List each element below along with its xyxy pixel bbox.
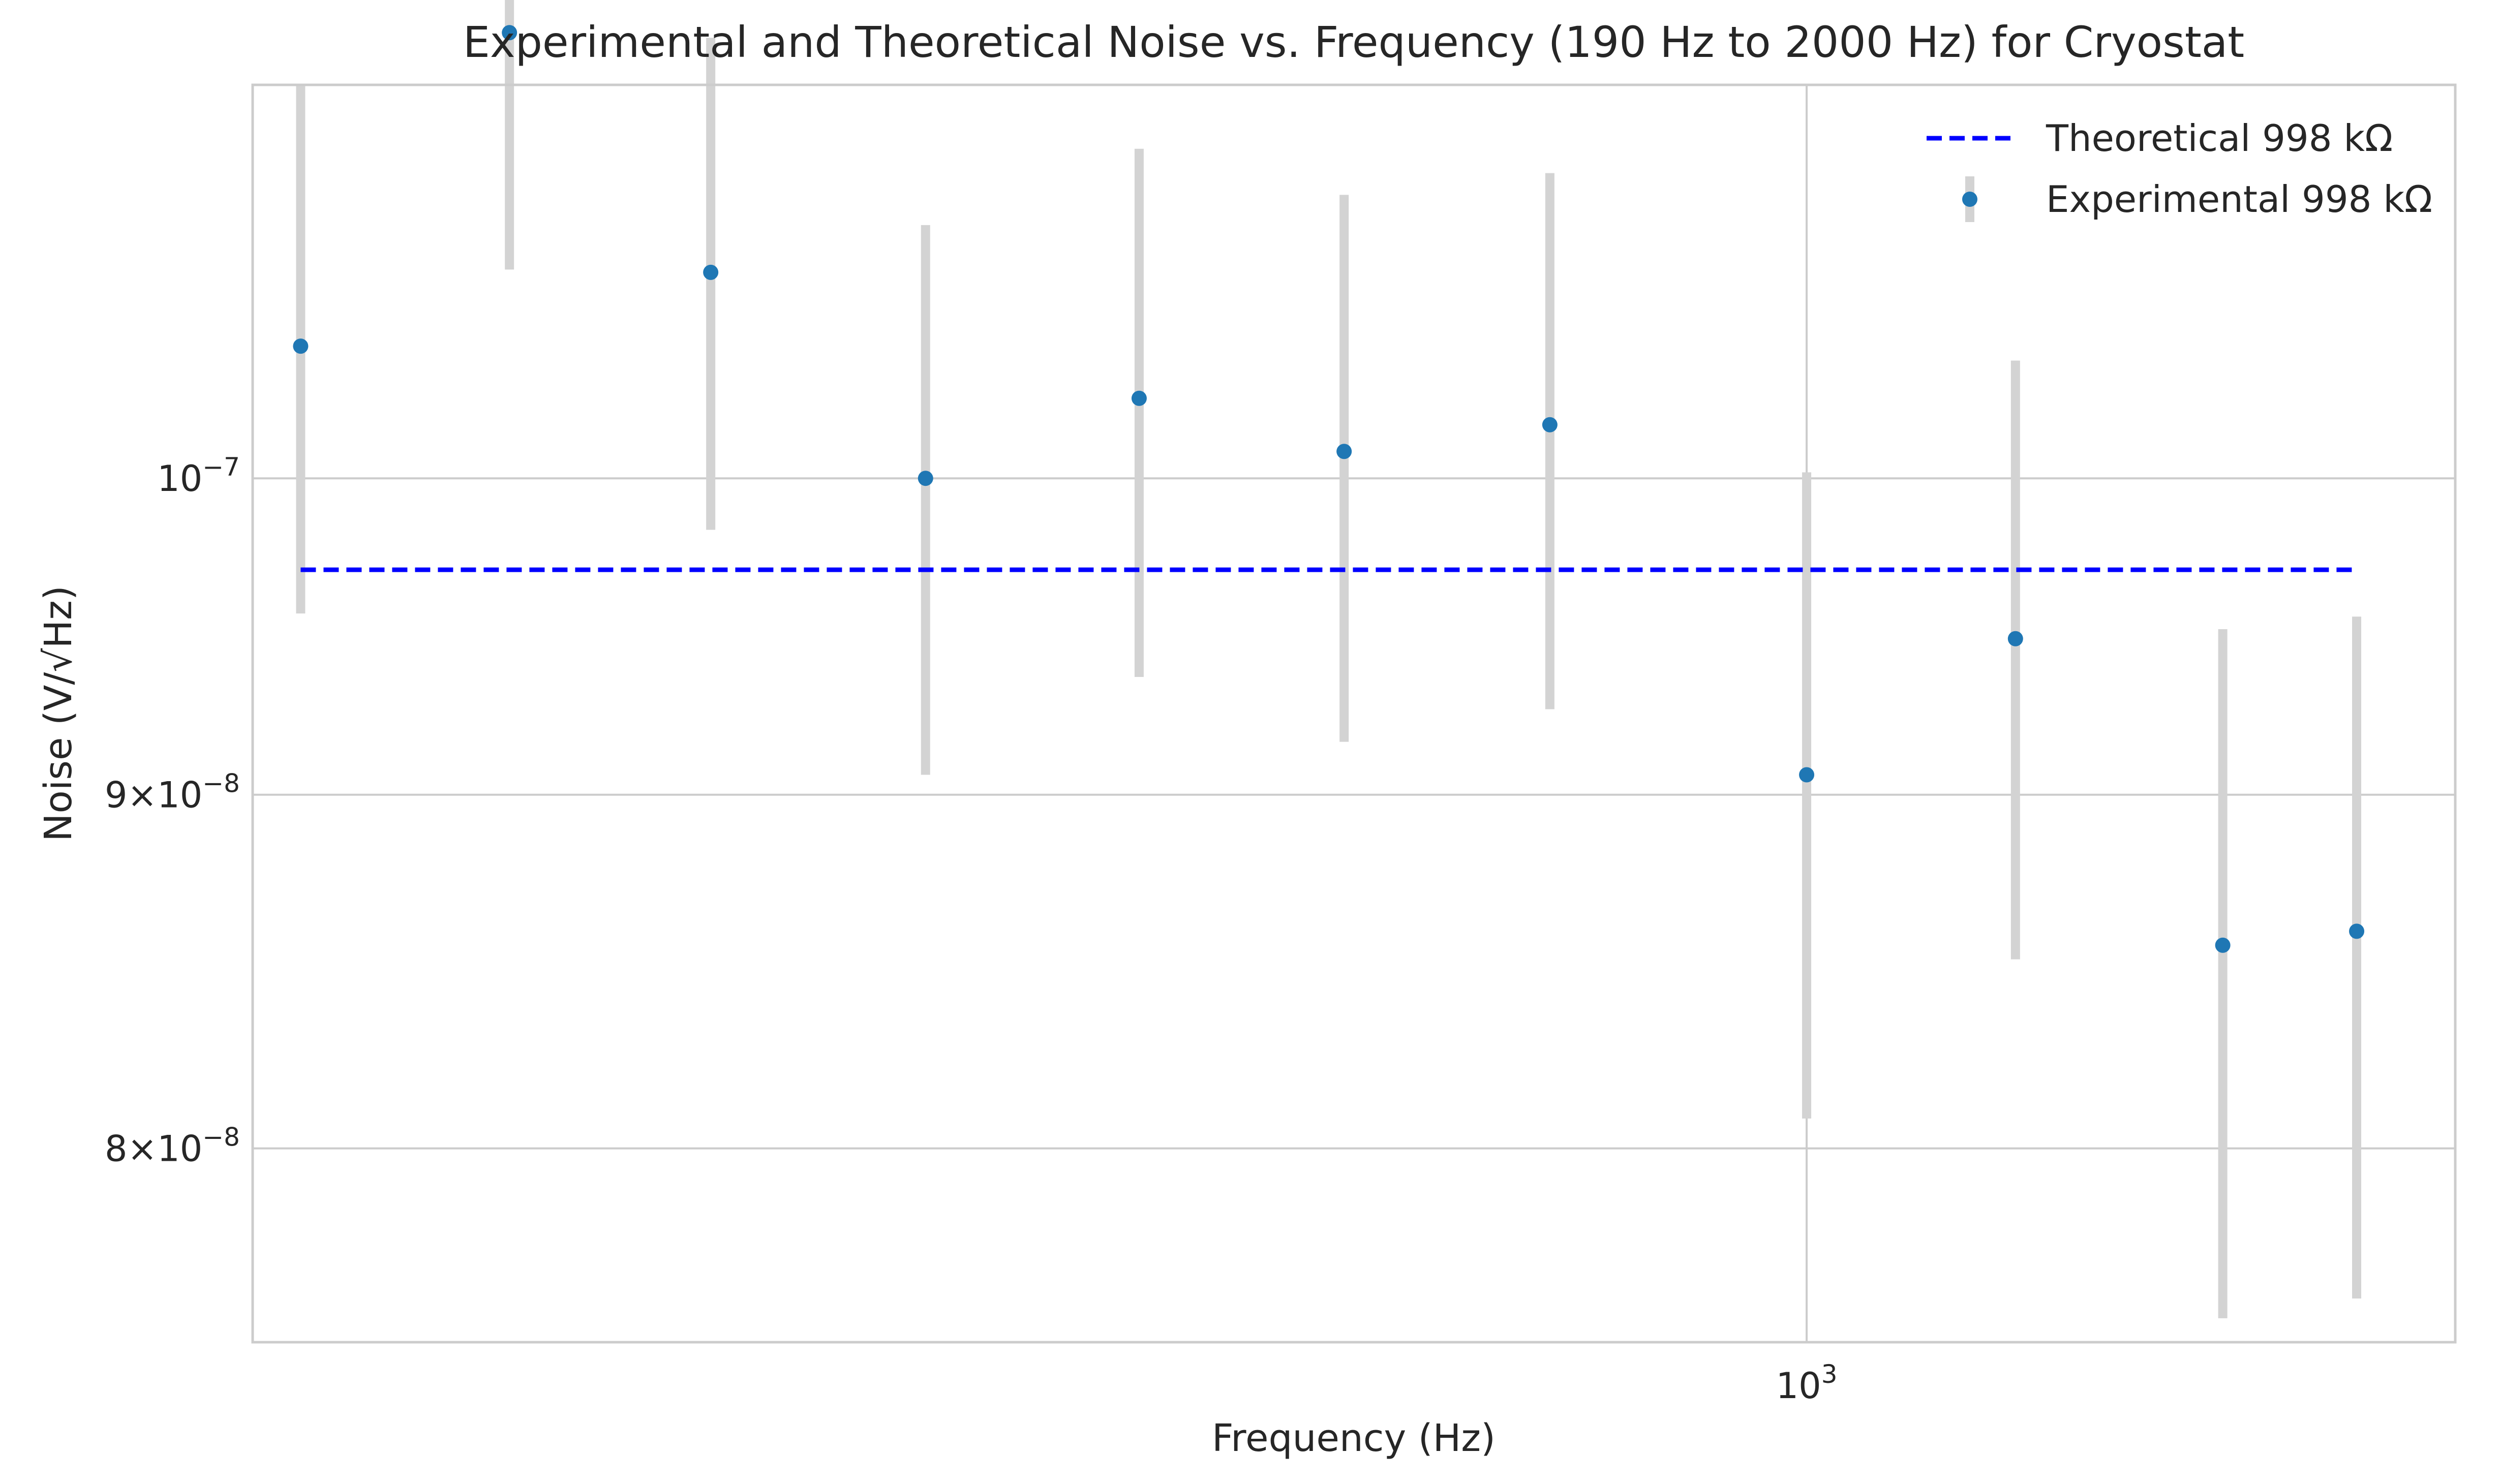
legend-experimental-label: Experimental 998 kΩ: [2046, 178, 2432, 221]
y-axis-label: Noise (V/√Hz): [37, 585, 80, 842]
data-point-1: [502, 25, 517, 41]
data-point-2: [703, 264, 719, 280]
gridlines: [253, 85, 2455, 1342]
data-point-5: [1336, 444, 1352, 459]
chart-title: Experimental and Theoretical Noise vs. F…: [463, 17, 2244, 67]
y-tick-label-1: 9×10−8: [105, 769, 240, 816]
experimental-points: [293, 25, 2365, 953]
y-tick-label-0: 10−7: [157, 452, 240, 500]
data-point-10: [2349, 923, 2365, 939]
y-tick-label-2: 8×10−8: [105, 1123, 240, 1170]
data-point-0: [293, 338, 309, 354]
data-point-9: [2215, 937, 2231, 953]
plot-area: [253, 85, 2455, 1342]
data-point-8: [2007, 631, 2023, 646]
data-point-4: [1131, 390, 1147, 406]
legend-theoretical-label: Theoretical 998 kΩ: [2046, 117, 2393, 160]
legend-experimental-marker: [1962, 192, 1977, 207]
x-axis-label: Frequency (Hz): [1212, 1416, 1496, 1460]
x-tick-label-0: 103: [1776, 1359, 1838, 1407]
tick-labels: 103 10−7 9×10−8 8×10−8: [105, 452, 1837, 1407]
data-point-3: [918, 471, 933, 486]
plot-frame: [251, 83, 2457, 1344]
legend: Theoretical 998 kΩ Experimental 998 kΩ: [1927, 117, 2432, 222]
data-point-7: [1799, 767, 1815, 783]
data-point-6: [1542, 417, 1558, 432]
errorbars: [296, 0, 2362, 1318]
